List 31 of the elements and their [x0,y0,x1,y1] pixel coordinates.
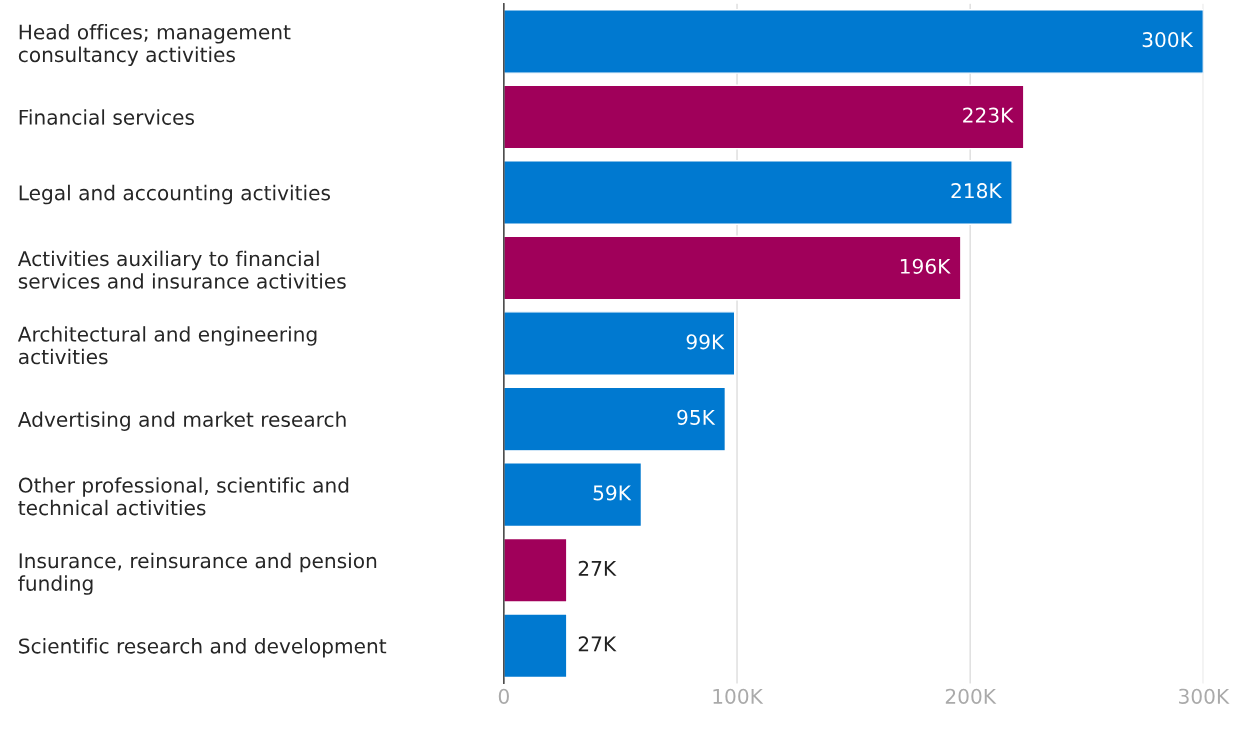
x-tick-label: 100K [713,688,764,704]
data-label: 99K [686,334,725,350]
y-tick-label: Legal and accounting activities [19,184,331,205]
data-label: 196K [900,258,951,274]
x-tick-label: 300K [1179,688,1230,704]
data-label: 223K [963,107,1014,123]
data-label: 95K [677,409,716,425]
bar [503,235,962,301]
y-tick-label: Insurance, reinsurance and pension funding [18,552,377,595]
data-label: 59K [593,485,632,501]
bar [503,537,568,603]
data-label: 300K [1142,32,1194,48]
bar [503,160,1013,225]
x-tick-label: 200K [945,688,997,704]
data-label: 218K [951,183,1003,199]
y-tick-label: Head offices; management consultancy activities [18,24,291,67]
data-label: 27K [578,560,617,576]
bar [503,386,727,452]
bar [503,311,736,376]
bar [503,613,568,679]
data-label: 27K [578,636,617,652]
x-tick-label: 0 [498,688,509,704]
bar [503,462,643,528]
y-tick-label: Other professional, scientific and technical activities [18,477,349,516]
y-tick-label: Scientific research and development [19,638,387,658]
y-tick-label: Architectural and engineering activities [17,326,317,365]
y-tick-label: Financial services [19,109,194,125]
bar [503,9,1204,74]
y-tick-label: Advertising and market research [17,411,346,431]
bar [503,84,1025,150]
y-tick-label: Activities auxiliary to financial services and insurance activities [17,250,346,289]
